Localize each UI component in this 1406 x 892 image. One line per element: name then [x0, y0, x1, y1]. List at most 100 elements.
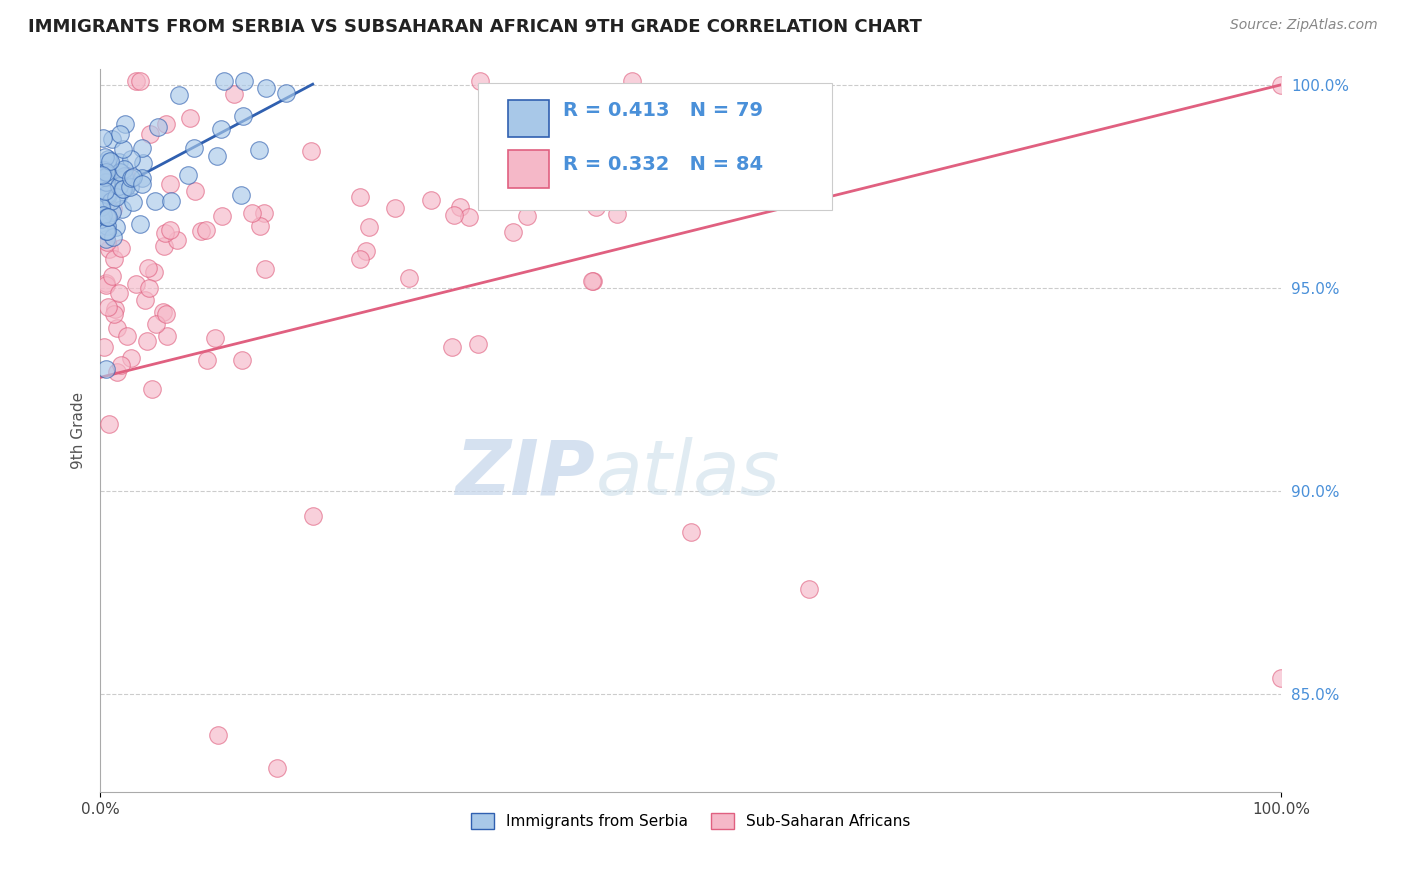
Text: Source: ZipAtlas.com: Source: ZipAtlas.com: [1230, 18, 1378, 32]
Point: [120, 152, 142, 166]
Text: ZIP: ZIP: [457, 437, 596, 510]
Point: [195, 223, 218, 237]
Point: [115, 169, 138, 183]
Point: [96, 235, 118, 249]
Point: [100, 132, 122, 146]
Point: [91, 185, 114, 199]
Point: [108, 127, 131, 141]
Point: [502, 225, 524, 239]
Point: [120, 170, 142, 185]
Point: [124, 73, 146, 87]
Point: [155, 308, 177, 322]
Point: [129, 73, 152, 87]
Point: [93, 163, 115, 178]
Point: [253, 206, 276, 220]
Point: [1270, 671, 1292, 685]
Point: [94, 169, 117, 184]
Text: IMMIGRANTS FROM SERBIA VS SUBSAHARAN AFRICAN 9TH GRADE CORRELATION CHART: IMMIGRANTS FROM SERBIA VS SUBSAHARAN AFR…: [28, 18, 922, 36]
Point: [585, 200, 607, 214]
Point: [135, 334, 157, 348]
Point: [606, 207, 628, 221]
Point: [132, 156, 155, 170]
Point: [247, 144, 270, 158]
Point: [177, 168, 200, 182]
Point: [120, 351, 142, 365]
Point: [266, 761, 288, 775]
Point: [91, 130, 114, 145]
Point: [232, 109, 254, 123]
Point: [145, 317, 167, 331]
Point: [110, 359, 132, 373]
Point: [179, 111, 201, 125]
Point: [107, 186, 129, 201]
Point: [299, 145, 322, 159]
Point: [110, 241, 132, 255]
Point: [449, 200, 471, 214]
Point: [204, 330, 226, 344]
Point: [96, 224, 118, 238]
Point: [94, 150, 117, 164]
Point: [97, 168, 120, 182]
Point: [349, 252, 371, 266]
Point: [90, 181, 112, 195]
Point: [301, 508, 323, 523]
Text: R = 0.413   N = 79: R = 0.413 N = 79: [562, 101, 763, 120]
Point: [138, 281, 160, 295]
Point: [105, 366, 128, 380]
Point: [111, 202, 134, 217]
Point: [205, 149, 228, 163]
Point: [156, 329, 179, 343]
Point: [90, 200, 112, 214]
Point: [111, 143, 134, 157]
Point: [110, 165, 132, 179]
Point: [209, 122, 232, 136]
Point: [101, 205, 124, 219]
Point: [103, 252, 125, 267]
Text: atlas: atlas: [596, 437, 780, 510]
Point: [125, 277, 148, 291]
Point: [105, 320, 128, 334]
Point: [232, 73, 254, 87]
Point: [96, 187, 118, 202]
Point: [131, 141, 153, 155]
Point: [441, 340, 464, 354]
Point: [115, 180, 138, 194]
Point: [101, 202, 124, 216]
Point: [159, 223, 181, 237]
Point: [249, 219, 271, 234]
Point: [152, 239, 174, 253]
Point: [134, 293, 156, 308]
Point: [190, 224, 212, 238]
Point: [98, 242, 121, 256]
Point: [94, 232, 117, 246]
Point: [94, 277, 117, 291]
Point: [90, 212, 112, 227]
Point: [211, 210, 233, 224]
Point: [93, 164, 115, 178]
Point: [120, 180, 142, 194]
Point: [167, 87, 190, 102]
Point: [114, 117, 136, 131]
Point: [160, 194, 183, 208]
Point: [596, 123, 619, 137]
Point: [138, 128, 160, 142]
Point: [91, 208, 114, 222]
Point: [419, 194, 441, 208]
Point: [458, 210, 481, 224]
Point: [96, 154, 118, 169]
Bar: [508, 150, 548, 188]
Point: [108, 178, 131, 193]
Point: [620, 73, 643, 87]
Point: [581, 274, 603, 288]
Point: [101, 268, 124, 283]
Point: [159, 177, 181, 191]
Point: [108, 285, 131, 300]
Point: [516, 209, 538, 223]
Point: [103, 307, 125, 321]
FancyBboxPatch shape: [478, 83, 832, 210]
Point: [101, 230, 124, 244]
Point: [94, 175, 117, 189]
Point: [537, 175, 560, 189]
Point: [384, 201, 406, 215]
Point: [231, 353, 253, 368]
